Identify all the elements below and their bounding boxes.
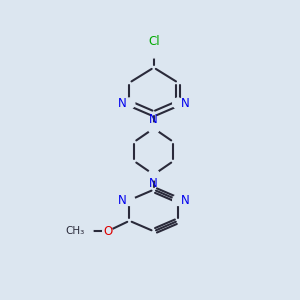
- Circle shape: [124, 195, 135, 206]
- Text: Cl: Cl: [148, 35, 160, 48]
- Circle shape: [173, 98, 183, 109]
- Text: N: N: [181, 194, 189, 207]
- Circle shape: [103, 226, 112, 236]
- Circle shape: [173, 195, 183, 206]
- Circle shape: [148, 169, 159, 180]
- Circle shape: [124, 98, 135, 109]
- Text: N: N: [181, 97, 189, 110]
- Text: N: N: [118, 97, 127, 110]
- Circle shape: [146, 43, 161, 58]
- Circle shape: [78, 224, 93, 238]
- Text: N: N: [118, 194, 127, 207]
- Circle shape: [148, 123, 159, 134]
- Text: N: N: [149, 176, 158, 190]
- Text: CH₃: CH₃: [65, 226, 85, 236]
- Text: N: N: [149, 113, 158, 127]
- Text: O: O: [103, 225, 112, 238]
